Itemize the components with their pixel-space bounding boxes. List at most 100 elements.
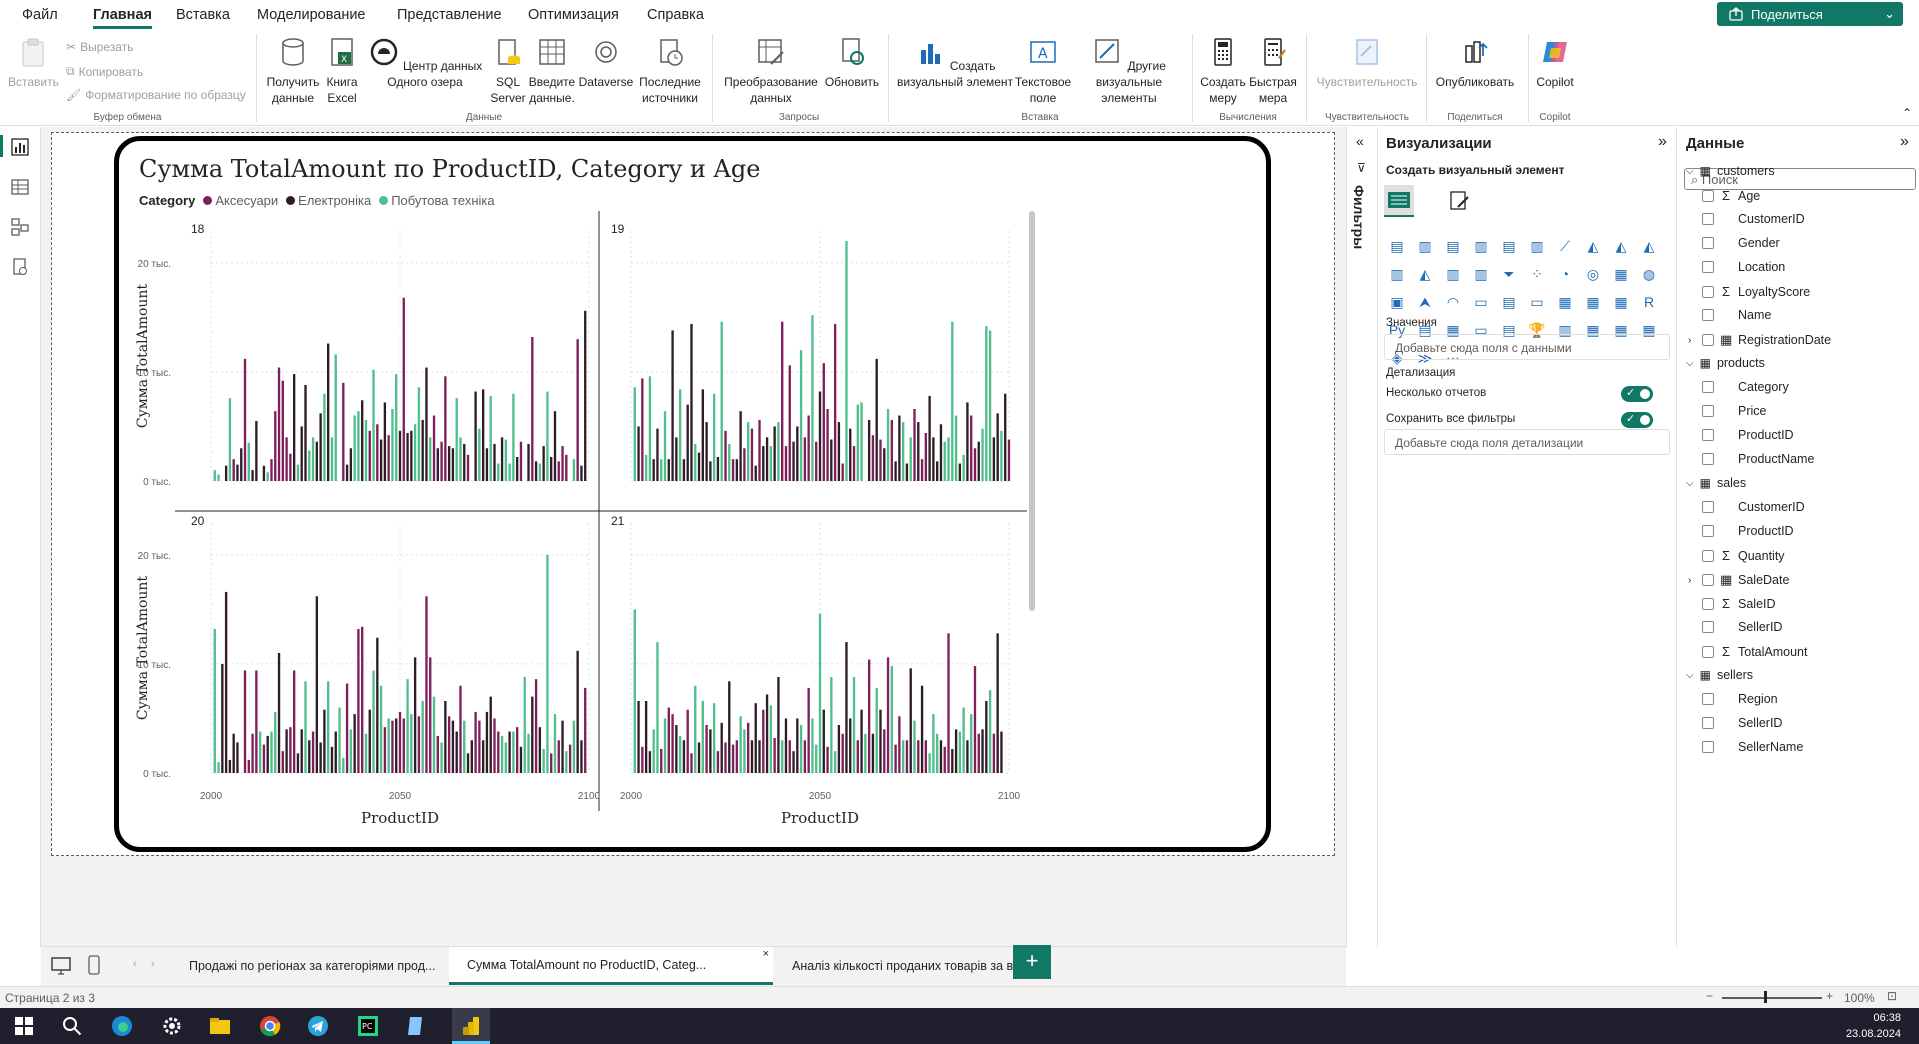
powerbi-icon[interactable] (459, 1014, 483, 1038)
field-checkbox[interactable] (1702, 741, 1714, 753)
notepad-icon[interactable] (404, 1014, 428, 1038)
field-item[interactable]: ProductID (1702, 428, 1794, 442)
next-page-icon[interactable]: › (151, 958, 155, 970)
visual-type-icon[interactable]: ▤ (1390, 237, 1404, 254)
field-checkbox[interactable] (1702, 525, 1714, 537)
field-item[interactable]: CustomerID (1702, 212, 1805, 226)
expand-filters-icon[interactable]: « (1356, 133, 1364, 149)
zoom-out-button[interactable]: − (1706, 989, 1714, 1003)
visual-type-icon[interactable]: R (1643, 294, 1655, 310)
visual-type-icon[interactable]: ◭ (1643, 237, 1655, 254)
visual-type-icon[interactable]: ◔ (1560, 266, 1570, 282)
field-checkbox[interactable] (1702, 381, 1714, 393)
visual-type-icon[interactable]: ▦ (1642, 321, 1656, 338)
field-item[interactable]: SellerName (1702, 740, 1803, 754)
visual-type-icon[interactable]: ◍ (1642, 265, 1656, 282)
page-tab[interactable]: Продажі по регіонах за категоріями прод.… (189, 959, 436, 973)
field-checkbox[interactable] (1702, 237, 1714, 249)
taskbar-clock[interactable]: 06:38 23.08.2024 (1846, 1010, 1901, 1042)
more-visuals-button[interactable]: Другие визуальные элементы (1074, 36, 1184, 106)
transform-data-button[interactable]: Преобразование данных (718, 36, 824, 106)
dataverse-button[interactable]: Dataverse (576, 36, 636, 90)
recent-sources-button[interactable]: Последние источники (636, 36, 704, 106)
zoom-slider-thumb[interactable] (1764, 991, 1767, 1003)
field-item[interactable]: SellerID (1702, 716, 1782, 730)
field-checkbox[interactable] (1702, 597, 1714, 610)
visual-type-icon[interactable]: ▥ (1390, 265, 1404, 282)
visual-type-icon[interactable]: ▥ (1446, 265, 1460, 282)
visual-type-icon[interactable]: ≫ (1417, 349, 1433, 366)
field-checkbox[interactable] (1702, 261, 1714, 273)
mobile-layout-icon[interactable] (88, 955, 100, 975)
visual-type-icon[interactable]: ▤ (1446, 237, 1460, 254)
zoom-slider[interactable] (1722, 997, 1822, 999)
cut-button[interactable]: ✂ Вырезать (66, 40, 133, 54)
visual-type-icon[interactable]: ▤ (1502, 293, 1516, 310)
visual-type-icon[interactable]: ◈ (1391, 349, 1403, 366)
table-node[interactable]: ⌵ ▦ sellers (1686, 668, 1753, 682)
onelake-button[interactable]: Центр данных Одного озера (364, 36, 486, 90)
search-taskbar-icon[interactable] (60, 1014, 84, 1038)
collapse-viz-icon[interactable]: » (1658, 133, 1667, 150)
visual-type-icon[interactable]: ▦ (1614, 265, 1628, 282)
prev-page-icon[interactable]: ‹ (133, 958, 137, 970)
field-item[interactable]: Σ LoyaltyScore (1702, 284, 1810, 299)
table-node[interactable]: ⌵ ▦ sales (1686, 476, 1746, 490)
visual-type-icon[interactable]: ◭ (1587, 237, 1599, 254)
visual-type-icon[interactable]: ▦ (1586, 321, 1600, 338)
publish-button[interactable]: Опубликовать (1430, 36, 1520, 90)
get-data-button[interactable]: Получить данные (264, 36, 322, 106)
build-visual-tab[interactable] (1384, 185, 1414, 217)
field-item[interactable]: Σ SaleID (1702, 596, 1776, 611)
visual-type-icon[interactable]: ▭ (1530, 293, 1544, 310)
visual-type-icon[interactable]: ◭ (1615, 237, 1627, 254)
visual-type-icon[interactable]: ▦ (1614, 293, 1628, 310)
filters-label[interactable]: Фильтры (1351, 185, 1367, 250)
field-checkbox[interactable] (1702, 453, 1714, 465)
chrome-icon[interactable] (258, 1014, 282, 1038)
visual-type-icon[interactable]: ▥ (1530, 237, 1544, 254)
visual-type-icon[interactable]: ▤ (1502, 321, 1516, 338)
menu-modeling[interactable]: Моделирование (257, 7, 366, 23)
visual-type-icon[interactable]: ▥ (1474, 237, 1488, 254)
table-node[interactable]: ⌵ ▦ customers (1686, 164, 1775, 178)
field-item[interactable]: › ▦ SaleDate (1688, 572, 1789, 588)
drillthrough-well[interactable]: Добавьте сюда поля детализации (1384, 429, 1670, 455)
visual-type-icon[interactable]: ▥ (1474, 265, 1488, 282)
dax-query-icon[interactable] (10, 257, 30, 277)
visual-type-icon[interactable]: ▥ (1418, 237, 1432, 254)
paste-button[interactable]: Вставить (8, 36, 59, 90)
visual-type-icon[interactable]: ▦ (1614, 321, 1628, 338)
visual-type-icon[interactable]: 🏆 (1528, 321, 1546, 338)
field-checkbox[interactable] (1702, 334, 1714, 346)
search-input[interactable]: ⌕ Поиск (1684, 168, 1916, 190)
desktop-layout-icon[interactable] (51, 957, 71, 975)
visual-type-icon[interactable]: ⏷ (1503, 265, 1515, 282)
field-item[interactable]: Σ TotalAmount (1702, 644, 1807, 659)
legend-item[interactable]: Аксесуари (203, 193, 278, 208)
menu-help[interactable]: Справка (647, 7, 704, 23)
visual-type-icon[interactable]: ▣ (1390, 293, 1404, 310)
field-checkbox[interactable] (1702, 549, 1714, 562)
telegram-icon[interactable] (306, 1014, 330, 1038)
table-view-icon[interactable] (10, 177, 30, 197)
field-checkbox[interactable] (1702, 645, 1714, 658)
field-item[interactable]: Σ Age (1702, 188, 1760, 203)
copy-button[interactable]: ⧉ Копировать (66, 64, 143, 79)
field-checkbox[interactable] (1702, 501, 1714, 513)
field-checkbox[interactable] (1702, 285, 1714, 298)
fit-page-icon[interactable]: ⊡ (1887, 989, 1898, 1003)
field-item[interactable]: Gender (1702, 236, 1780, 250)
menu-insert[interactable]: Вставка (176, 7, 230, 23)
visual-type-icon[interactable]: ▭ (1474, 321, 1488, 338)
visual-type-icon[interactable]: ◠ (1446, 293, 1460, 310)
sql-server-button[interactable]: SQL Server (488, 36, 528, 106)
collapse-data-icon[interactable]: » (1900, 133, 1909, 150)
field-item[interactable]: Category (1702, 380, 1789, 394)
enter-data-button[interactable]: Введите данные. (528, 36, 576, 106)
visual-type-icon[interactable]: ▭ (1474, 293, 1488, 310)
field-item[interactable]: Σ Quantity (1702, 548, 1785, 563)
field-item[interactable]: Name (1702, 308, 1771, 322)
visual-type-icon[interactable]: ▤ (1418, 321, 1432, 338)
visual-type-icon[interactable]: ◎ (1586, 265, 1600, 282)
